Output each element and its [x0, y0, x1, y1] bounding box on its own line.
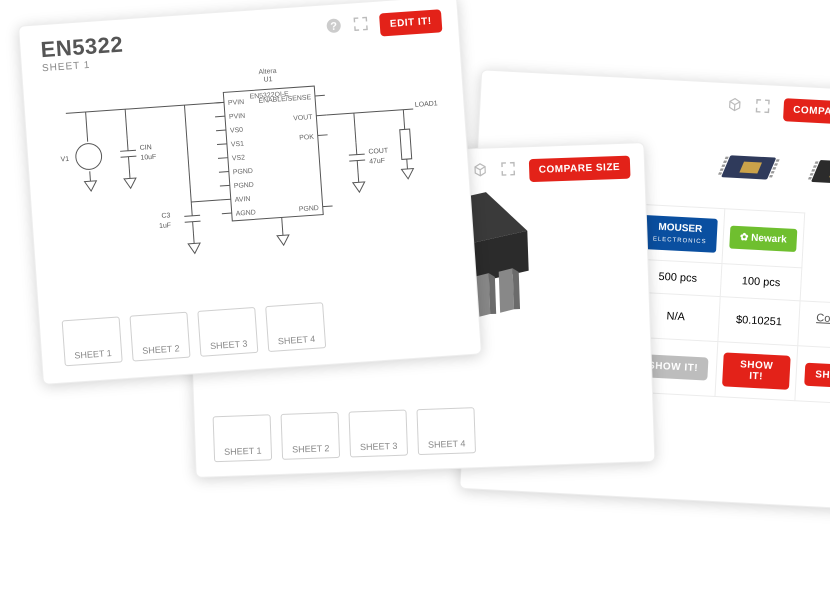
title-block: EN5322 SHEET 1 — [40, 32, 125, 75]
svg-text:AVIN: AVIN — [235, 196, 251, 204]
svg-text:VOUT: VOUT — [293, 114, 313, 122]
sheet-tab[interactable]: SHEET 2 — [129, 312, 190, 362]
svg-text:?: ? — [330, 21, 338, 33]
cell: 100 pcs — [720, 264, 802, 301]
svg-text:C3: C3 — [161, 212, 170, 220]
card-schematic: EN5322 SHEET 1 ? EDIT IT! — [18, 0, 482, 385]
svg-text:1uF: 1uF — [159, 222, 171, 230]
svg-text:PVIN: PVIN — [228, 99, 245, 107]
vendor-badge-mouser[interactable]: MOUSERELECTRONICS — [642, 215, 717, 253]
svg-text:AGND: AGND — [236, 209, 256, 217]
svg-text:U1: U1 — [263, 76, 272, 84]
svg-text:10uF: 10uF — [140, 154, 156, 162]
cube-icon[interactable] — [727, 97, 742, 117]
svg-text:CIN: CIN — [140, 144, 152, 152]
svg-text:47uF: 47uF — [369, 158, 385, 166]
vendor-badge-newark[interactable]: ✿ Newark — [729, 225, 797, 251]
expand-icon[interactable] — [755, 99, 770, 119]
svg-text:VS2: VS2 — [232, 154, 246, 162]
svg-text:LOAD1: LOAD1 — [415, 100, 438, 109]
sheet-tab[interactable]: SHEET 1 — [62, 316, 123, 366]
sheet-tab[interactable]: SHEET 3 — [349, 410, 409, 458]
pkg-thumb-2 — [806, 155, 830, 203]
show-it-button[interactable]: SHOW IT! — [722, 352, 791, 389]
sheet-tab[interactable]: SHEET 3 — [197, 307, 258, 357]
show-it-button[interactable]: SHOW IT! — [805, 362, 830, 389]
sheet-tab[interactable]: SHEET 4 — [416, 407, 476, 455]
edit-it-button[interactable]: EDIT IT! — [379, 9, 442, 36]
cell[interactable]: Contact for price — [798, 301, 830, 351]
svg-text:Altera: Altera — [258, 68, 277, 76]
pkg-thumb-1 — [716, 150, 788, 198]
expand-icon[interactable] — [353, 16, 368, 36]
svg-text:VS1: VS1 — [231, 141, 245, 149]
svg-text:PGND: PGND — [233, 168, 253, 176]
svg-text:POK: POK — [299, 134, 314, 142]
compare-size-button[interactable]: COMPARE SIZE — [783, 98, 830, 126]
schematic-canvas[interactable]: V1 CIN 10uF C3 1uF COUT 47uF LOAD1 — [53, 58, 445, 302]
sheet-tab[interactable]: SHEET 2 — [281, 412, 341, 460]
svg-text:VS0: VS0 — [230, 127, 244, 135]
sheet-tabs: SHEET 1 SHEET 2 SHEET 3 SHEET 4 — [62, 302, 327, 366]
svg-text:PGND: PGND — [299, 205, 319, 213]
svg-text:PGND: PGND — [234, 182, 254, 190]
sheet-tab[interactable]: SHEET 4 — [265, 302, 326, 352]
svg-text:V1: V1 — [60, 156, 69, 164]
card-stack: COMPARE SIZE — [0, 0, 830, 592]
help-icon[interactable]: ? — [325, 17, 342, 39]
cell: $0.10251 — [718, 297, 800, 346]
svg-text:PVIN: PVIN — [229, 113, 246, 121]
svg-text:COUT: COUT — [368, 147, 389, 155]
sheet-tabs: SHEET 1 SHEET 2 SHEET 3 SHEET 4 — [213, 407, 476, 462]
sheet-tab[interactable]: SHEET 1 — [213, 414, 273, 462]
